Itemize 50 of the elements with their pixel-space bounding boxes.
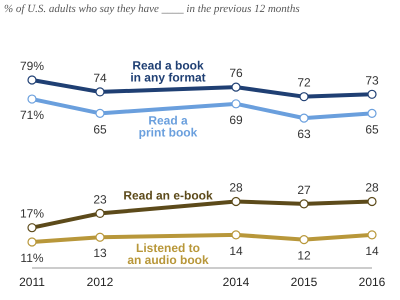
point	[27, 223, 37, 232]
series-label: Listened to an audio book	[127, 241, 209, 268]
point	[367, 108, 377, 118]
x-tick-label: 2014	[222, 275, 250, 289]
data-label: 72	[297, 76, 311, 90]
data-label: 76	[229, 66, 243, 80]
data-label: 17%	[20, 206, 44, 221]
data-label: 71%	[20, 108, 44, 122]
data-label: 28	[229, 180, 243, 194]
point	[95, 87, 105, 97]
data-label: 14	[365, 244, 379, 258]
x-tick-label: 2016	[358, 275, 386, 289]
data-label: 65	[365, 122, 379, 136]
data-label: 11%	[20, 251, 44, 265]
point	[299, 114, 309, 123]
data-label: 65	[93, 122, 107, 136]
point	[299, 92, 309, 102]
x-tick-label: 2011	[19, 275, 46, 289]
data-label: 73	[365, 73, 379, 88]
series-label: Read an e-book	[123, 188, 213, 202]
data-label: 69	[229, 112, 243, 127]
data-label: 63	[297, 127, 311, 142]
x-tick-label: 2012	[86, 275, 114, 289]
point	[27, 94, 37, 104]
point	[27, 237, 37, 247]
data-label: 27	[297, 182, 311, 197]
data-label: 74	[93, 70, 107, 85]
point	[27, 75, 37, 85]
data-label: 12	[297, 248, 311, 263]
chart-subtitle: % of U.S. adults who say they have ____ in the previous 12 months	[4, 3, 300, 15]
point	[299, 235, 309, 244]
data-label: 14	[229, 244, 243, 258]
point	[367, 230, 377, 240]
data-label: 28	[365, 180, 379, 194]
point	[231, 82, 241, 92]
data-label: 23	[93, 192, 107, 206]
x-tick-label: 2015	[290, 275, 318, 289]
point	[367, 90, 377, 99]
point	[231, 230, 241, 240]
point	[367, 196, 377, 206]
point	[95, 108, 105, 118]
point	[231, 196, 241, 206]
point	[95, 232, 105, 242]
data-label: 13	[93, 246, 107, 260]
point	[299, 199, 309, 208]
series-label: Read a print book	[138, 114, 198, 140]
data-label: 79%	[20, 59, 44, 73]
point	[95, 208, 105, 218]
point	[231, 99, 241, 108]
series-label: Read a book in any format	[130, 58, 206, 85]
